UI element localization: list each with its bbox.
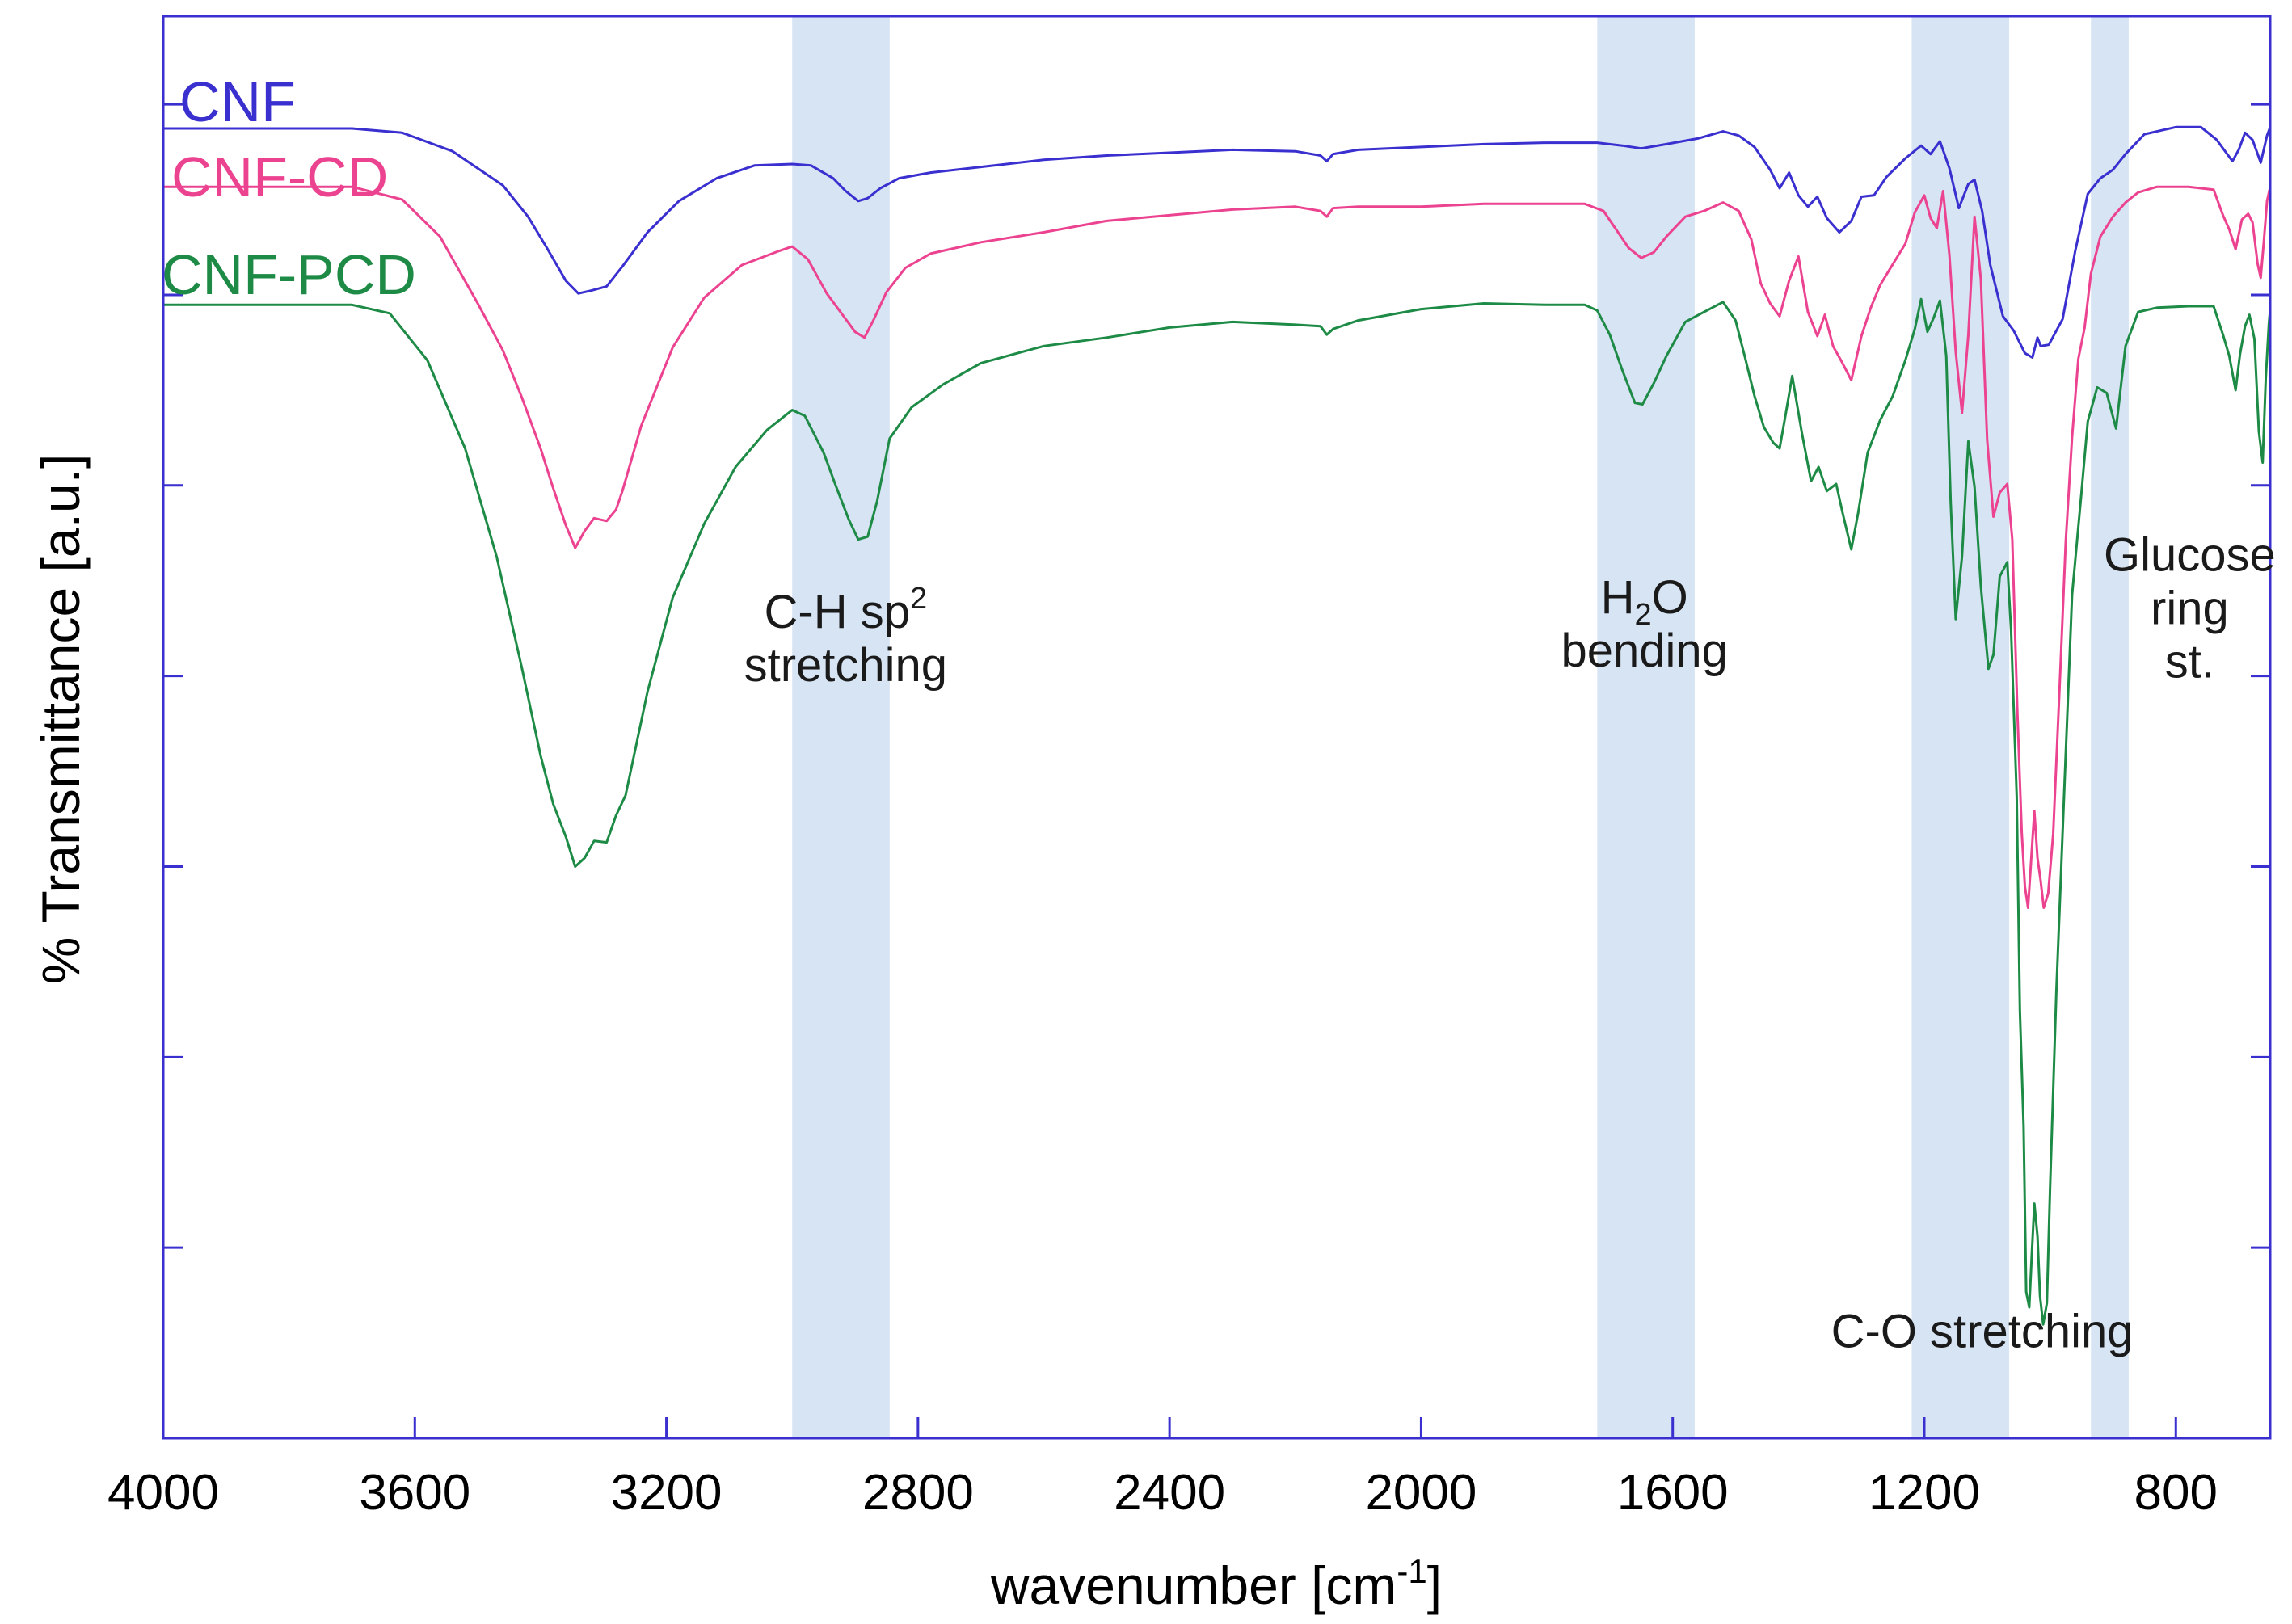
x-axis-title-end: ] [1427, 1555, 1442, 1615]
legend-label-cnf-cd: CNF-CD [171, 145, 388, 208]
x-tick-label-6: 1600 [1617, 1465, 1729, 1521]
x-tick-label-2: 3200 [611, 1465, 723, 1521]
band-3 [2091, 16, 2129, 1438]
x-tick-label-3: 2800 [862, 1465, 974, 1521]
legend-label-cnf-pcd: CNF-PCD [162, 243, 416, 306]
annotation-h2o-line-0: H2O [1601, 571, 1688, 632]
band-0 [792, 16, 890, 1438]
annotation-glucose-line-1: ring [2151, 582, 2229, 634]
band-1 [1597, 16, 1695, 1438]
legend: CNF CNF-CD CNF-PCD [162, 70, 416, 306]
spectrum-series [163, 125, 2272, 1326]
series-line-cnf-pcd [163, 297, 2272, 1326]
legend-label-cnf: CNF [179, 70, 296, 133]
x-tick-label-0: 4000 [107, 1465, 219, 1521]
x-axis-title-sup: -1 [1397, 1552, 1426, 1590]
annotation-ch-line-0: C-H sp2 [765, 582, 928, 638]
x-tick-labels: 4000 3600 3200 2800 2400 2000 1600 1200 800 [107, 1465, 2218, 1521]
y-axis-title: % Transmittance [a.u.] [31, 454, 91, 985]
x-tick-label-8: 800 [2134, 1465, 2218, 1521]
annotation-co-line-0: C-O stretching [1831, 1305, 2134, 1357]
x-axis-title: wavenumber [cm-1] [990, 1552, 1442, 1615]
band-2 [1911, 16, 2010, 1438]
annotation-h2o-line-1: bending [1561, 625, 1727, 677]
series-line-cnf-cd [163, 185, 2272, 909]
highlight-bands [792, 16, 2129, 1438]
x-axis-title-main: wavenumber [cm [990, 1555, 1397, 1615]
annotation-ch-line-1: stretching [744, 639, 947, 692]
x-tick-label-4: 2400 [1114, 1465, 1225, 1521]
x-tick-label-7: 1200 [1869, 1465, 1980, 1521]
plot-frame [162, 15, 2272, 1440]
annotation-glucose-line-2: st. [2165, 635, 2214, 688]
x-tick-label-5: 2000 [1365, 1465, 1477, 1521]
axis-ticks [162, 103, 2270, 1440]
series-line-cnf [163, 125, 2272, 359]
x-tick-label-1: 3600 [359, 1465, 470, 1521]
annotation-glucose-line-0: Glucose [2104, 528, 2276, 581]
